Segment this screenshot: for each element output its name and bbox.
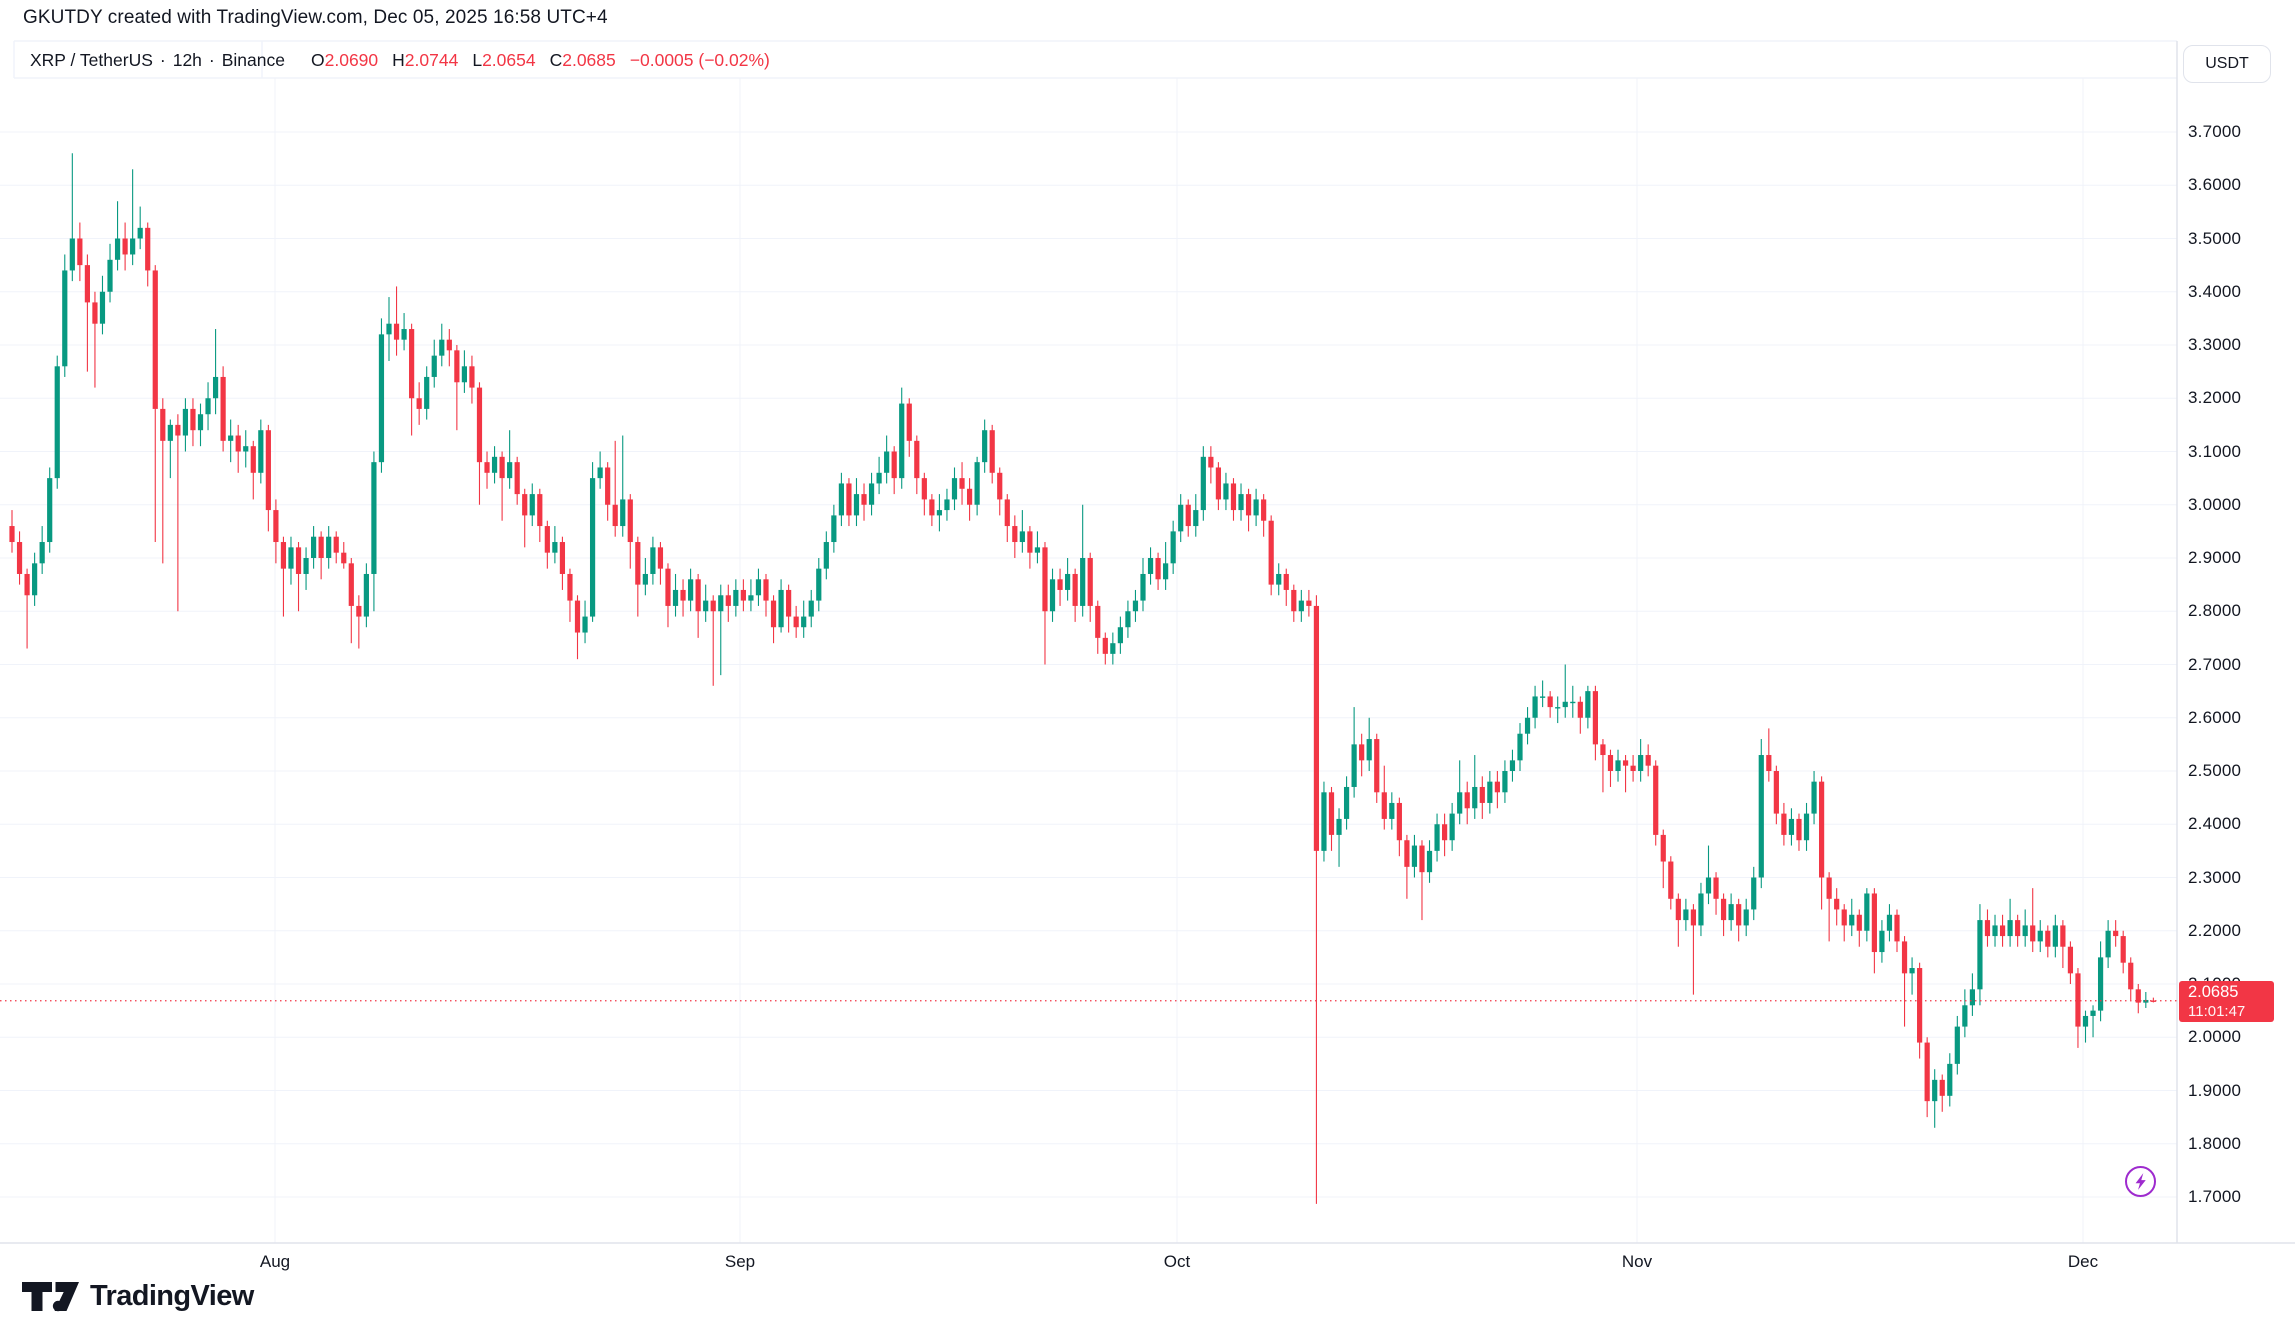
price-tick-label: 3.6000	[2188, 175, 2242, 195]
attribution-text: GKUTDY created with TradingView.com, Dec…	[23, 7, 608, 28]
legend-interval[interactable]: 12h	[172, 49, 202, 70]
price-tick-label: 2.3000	[2188, 867, 2242, 887]
price-tick-label: 2.8000	[2188, 601, 2242, 621]
close-label: C	[549, 49, 563, 70]
month-label-aug: Aug	[259, 1252, 291, 1271]
price-tick-label: 2.5000	[2188, 761, 2242, 780]
price-tick-label: 3.7000	[2188, 122, 2242, 141]
open-label: O	[311, 49, 325, 70]
legend-symbol[interactable]: XRP / TetherUS	[30, 49, 153, 70]
month-label-oct: Oct	[1163, 1252, 1191, 1271]
price-tick-label: 3.4000	[2188, 281, 2242, 301]
month-label-nov: Nov	[1621, 1252, 1653, 1271]
price-tick-label: 1.8000	[2188, 1133, 2242, 1153]
price-tick-label: 2.6000	[2188, 707, 2242, 727]
price-tick-label: 2.7000	[2188, 654, 2242, 674]
price-tick-label: 3.0000	[2188, 494, 2242, 514]
legend-separator: ·	[208, 49, 215, 70]
price-tick-label: 2.9000	[2188, 548, 2242, 567]
price-tick-label: 3.3000	[2188, 335, 2242, 354]
tradingview-logo-icon	[22, 1281, 79, 1311]
change-value: −0.0005 (−0.02%)	[629, 49, 770, 70]
month-label-dec: Dec	[2067, 1252, 2099, 1271]
price-badge-value: 2.0685	[2188, 982, 2239, 1001]
symbol-legend[interactable]: XRP / TetherUS · 12h · Binance O2.0690 H…	[30, 41, 770, 79]
price-tick-label: 1.9000	[2188, 1080, 2242, 1100]
close-value: 2.0685	[562, 49, 616, 70]
current-price-badge[interactable]: 2.0685 11:01:47	[2179, 980, 2274, 1022]
price-tick-label: 1.7000	[2188, 1187, 2242, 1206]
open-value: 2.0690	[324, 49, 379, 70]
price-tick-label: 3.1000	[2188, 441, 2242, 461]
month-label-sep: Sep	[724, 1252, 756, 1271]
price-badge-countdown: 11:01:47	[2188, 1002, 2246, 1020]
lightning-icon	[2135, 1173, 2146, 1190]
legend-separator: ·	[159, 49, 166, 70]
price-tick-label: 3.5000	[2188, 228, 2242, 248]
price-tick-label: 2.0000	[2188, 1027, 2242, 1047]
boost-button[interactable]	[2125, 1166, 2156, 1197]
tradingview-logo[interactable]: TradingView	[22, 1280, 254, 1313]
price-tick-label: 2.4000	[2188, 814, 2242, 834]
price-tick-label: 3.2000	[2188, 388, 2242, 408]
legend-exchange[interactable]: Binance	[221, 49, 285, 70]
low-label: L	[472, 49, 483, 70]
ohlc-values: O2.0690 H2.0744 L2.0654 C2.0685	[311, 50, 616, 71]
high-label: H	[392, 49, 405, 70]
currency-toggle-button[interactable]: USDT	[2183, 45, 2271, 83]
tradingview-logo-text: TradingView	[90, 1280, 254, 1312]
low-value: 2.0654	[482, 49, 536, 70]
high-value: 2.0744	[404, 49, 459, 70]
price-tick-label: 2.2000	[2188, 920, 2242, 940]
